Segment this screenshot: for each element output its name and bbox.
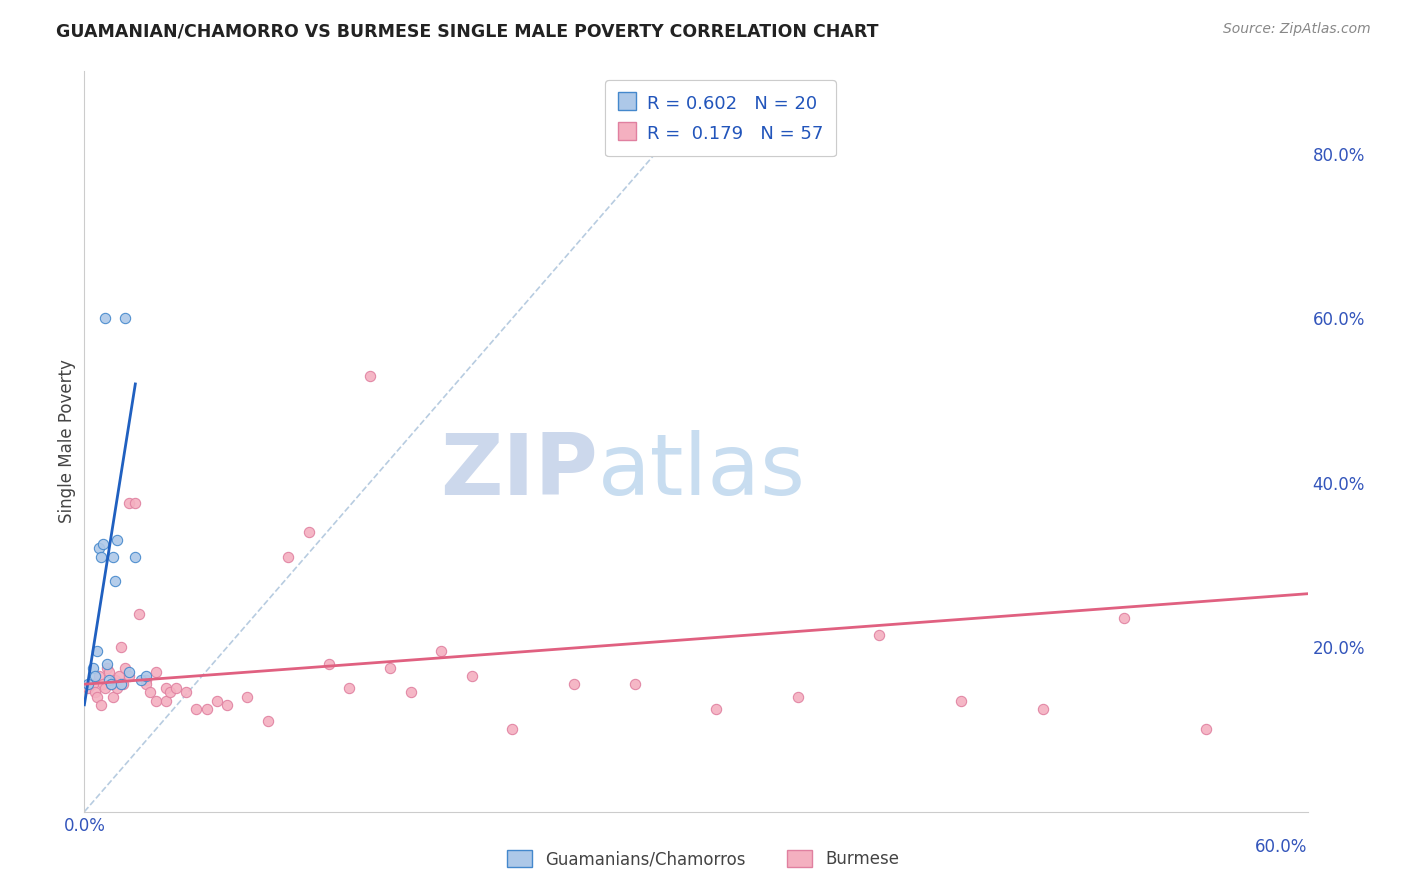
Point	[108, 669, 131, 683]
Y-axis label: Single Male Poverty: Single Male Poverty	[58, 359, 76, 524]
Point	[562, 677, 585, 691]
Point	[298, 524, 321, 539]
Point	[277, 549, 299, 564]
Point	[118, 669, 141, 683]
Point	[706, 702, 728, 716]
Point	[82, 677, 104, 691]
Point	[91, 537, 114, 551]
Point	[77, 681, 100, 696]
Point	[93, 681, 115, 696]
Point	[112, 677, 135, 691]
Point	[118, 496, 141, 510]
Point	[91, 677, 114, 691]
Point	[90, 698, 112, 712]
Point	[82, 661, 104, 675]
Legend: R = 0.602   N = 20, R =  0.179   N = 57: R = 0.602 N = 20, R = 0.179 N = 57	[605, 80, 835, 156]
Point	[90, 549, 112, 564]
Point	[96, 657, 118, 671]
Point	[100, 677, 122, 691]
Point	[145, 665, 167, 679]
Point	[135, 673, 157, 687]
Point	[318, 657, 340, 671]
Legend: Guamanians/Chamorros, Burmese: Guamanians/Chamorros, Burmese	[501, 843, 905, 875]
Point	[77, 677, 100, 691]
Point	[257, 714, 280, 729]
Point	[1032, 702, 1054, 716]
Point	[155, 681, 177, 696]
Point	[110, 677, 132, 691]
Point	[105, 533, 128, 548]
Point	[502, 723, 524, 737]
Point	[205, 694, 228, 708]
Point	[186, 702, 208, 716]
Point	[950, 694, 973, 708]
Text: atlas: atlas	[598, 430, 806, 513]
Point	[128, 607, 150, 622]
Point	[1114, 611, 1136, 625]
Point	[869, 628, 891, 642]
Point	[100, 677, 122, 691]
Point	[135, 669, 157, 683]
Point	[131, 673, 153, 687]
Point	[86, 690, 108, 704]
Point	[93, 311, 115, 326]
Point	[236, 690, 259, 704]
Point	[145, 694, 167, 708]
Point	[135, 677, 157, 691]
Point	[104, 574, 127, 589]
Point	[114, 311, 136, 326]
Point	[97, 673, 120, 687]
Point	[174, 685, 197, 699]
Point	[96, 661, 118, 675]
Point	[461, 669, 484, 683]
Point	[430, 644, 453, 658]
Point	[114, 661, 136, 675]
Point	[101, 549, 124, 564]
Text: Source: ZipAtlas.com: Source: ZipAtlas.com	[1223, 22, 1371, 37]
Point	[97, 665, 120, 679]
Point	[83, 685, 105, 699]
Point	[87, 669, 110, 683]
Point	[110, 640, 132, 655]
Point	[87, 541, 110, 556]
Point	[138, 685, 160, 699]
Point	[217, 698, 239, 712]
Point	[101, 690, 124, 704]
Point	[104, 673, 127, 687]
Point	[155, 694, 177, 708]
Point	[195, 702, 218, 716]
Point	[83, 669, 105, 683]
Text: GUAMANIAN/CHAMORRO VS BURMESE SINGLE MALE POVERTY CORRELATION CHART: GUAMANIAN/CHAMORRO VS BURMESE SINGLE MAL…	[56, 22, 879, 40]
Point	[1195, 723, 1218, 737]
Point	[159, 685, 181, 699]
Point	[105, 681, 128, 696]
Point	[124, 549, 146, 564]
Text: 60.0%: 60.0%	[1256, 838, 1308, 855]
Point	[624, 677, 647, 691]
Point	[359, 368, 381, 383]
Point	[124, 496, 146, 510]
Point	[339, 681, 361, 696]
Point	[399, 685, 422, 699]
Point	[165, 681, 187, 696]
Point	[86, 644, 108, 658]
Point	[380, 661, 402, 675]
Text: ZIP: ZIP	[440, 430, 598, 513]
Point	[118, 665, 141, 679]
Point	[787, 690, 810, 704]
